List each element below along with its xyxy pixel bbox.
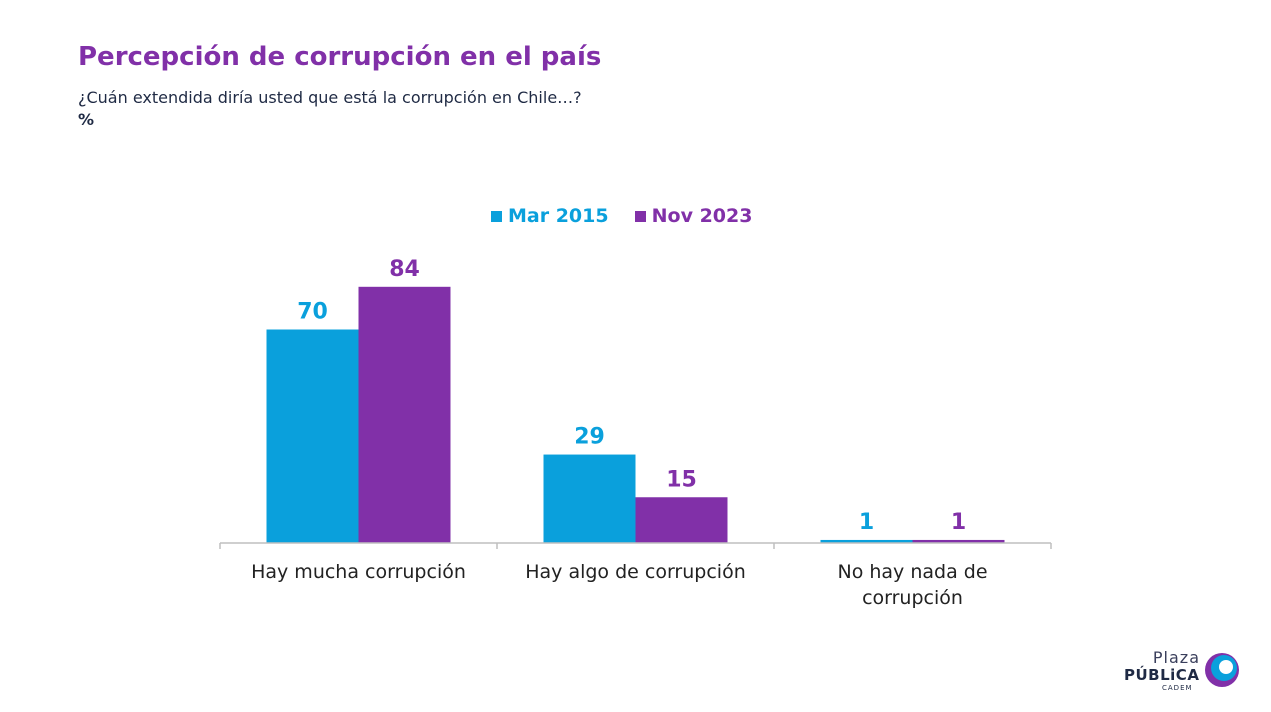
data-label-series-1-category-2: 29 — [574, 425, 605, 450]
logo-text-cadem: CADEM — [1162, 684, 1193, 692]
category-label-2-line-1: Hay algo de corrupción — [525, 561, 746, 583]
plaza-publica-logo: Plaza PÚBLiCA CADEM — [1124, 648, 1244, 696]
logo-mark-icon — [1205, 653, 1239, 687]
legend-label-series-1: Mar 2015 — [508, 205, 609, 227]
unit-label: % — [78, 110, 95, 129]
bar-series-2-category-1 — [358, 286, 451, 543]
legend-item-series-1: Mar 2015 — [491, 205, 609, 227]
logo-text-plaza: Plaza — [1152, 648, 1200, 667]
bar-series-2-category-2 — [635, 497, 728, 543]
legend-swatch-series-1 — [491, 210, 502, 222]
legend-swatch-series-2 — [634, 210, 646, 222]
data-label-series-2-category-3: 1 — [951, 510, 966, 535]
category-label-1-line-1: Hay mucha corrupción — [251, 561, 466, 583]
chart-subtitle: ¿Cuán extendida diría usted que está la … — [78, 88, 582, 107]
data-label-series-1-category-1: 70 — [297, 300, 328, 325]
bar-series-1-category-2 — [543, 454, 636, 543]
chart-title: Percepción de corrupción en el país — [78, 42, 602, 72]
data-label-series-2-category-1: 84 — [389, 257, 420, 282]
bar-series-1-category-1 — [266, 329, 359, 543]
logo-text-publica: PÚBLiCA — [1124, 666, 1200, 684]
bar-series-2-category-3 — [912, 539, 1005, 543]
bar-series-1-category-3 — [820, 539, 913, 543]
data-label-series-2-category-2: 15 — [666, 467, 697, 492]
legend-item-series-2: Nov 2023 — [634, 205, 753, 227]
category-label-3-line-2: corrupción — [862, 587, 963, 609]
legend: Mar 2015 Nov 2023 — [491, 205, 752, 227]
category-label-3-line-1: No hay nada de — [837, 561, 987, 583]
legend-label-series-2: Nov 2023 — [651, 205, 753, 227]
data-label-series-1-category-3: 1 — [859, 510, 874, 535]
